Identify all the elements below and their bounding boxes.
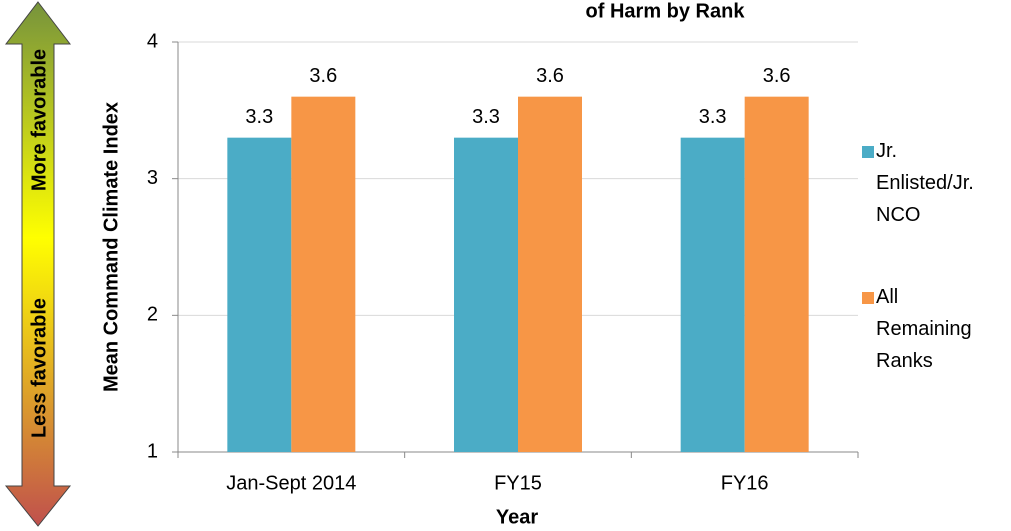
value-label: 3.3 bbox=[699, 106, 727, 128]
bar bbox=[744, 96, 809, 453]
legend-label: Jr. Enlisted/Jr. NCO bbox=[876, 140, 974, 226]
value-label: 3.6 bbox=[763, 65, 791, 87]
favorability-arrow bbox=[4, 1, 72, 527]
legend-label: All Remaining Ranks bbox=[876, 286, 972, 372]
bar bbox=[227, 137, 292, 452]
bar bbox=[680, 137, 745, 452]
x-tick-label: FY16 bbox=[721, 472, 769, 494]
chart-title: of Harm by Rank bbox=[586, 0, 746, 22]
y-axis-label: Mean Command Climate Index bbox=[100, 102, 122, 392]
annotation: Less favorable bbox=[28, 298, 50, 438]
x-axis-label: Year bbox=[496, 506, 538, 528]
bar bbox=[454, 137, 518, 452]
y-tick-label: 4 bbox=[147, 30, 158, 52]
bar bbox=[518, 96, 582, 453]
value-label: 3.3 bbox=[245, 106, 273, 128]
value-label: 3.6 bbox=[536, 65, 564, 87]
y-tick-label: 3 bbox=[147, 167, 158, 189]
bar bbox=[291, 96, 356, 453]
value-label: 3.6 bbox=[309, 65, 337, 87]
y-tick-label: 1 bbox=[147, 440, 158, 462]
legend-swatch bbox=[862, 292, 874, 304]
legend-swatch bbox=[862, 146, 874, 158]
value-label: 3.3 bbox=[472, 106, 500, 128]
annotation: More favorable bbox=[28, 49, 50, 191]
y-tick-label: 2 bbox=[147, 304, 158, 326]
x-tick-label: FY15 bbox=[494, 472, 542, 494]
x-tick-label: Jan-Sept 2014 bbox=[226, 472, 356, 494]
